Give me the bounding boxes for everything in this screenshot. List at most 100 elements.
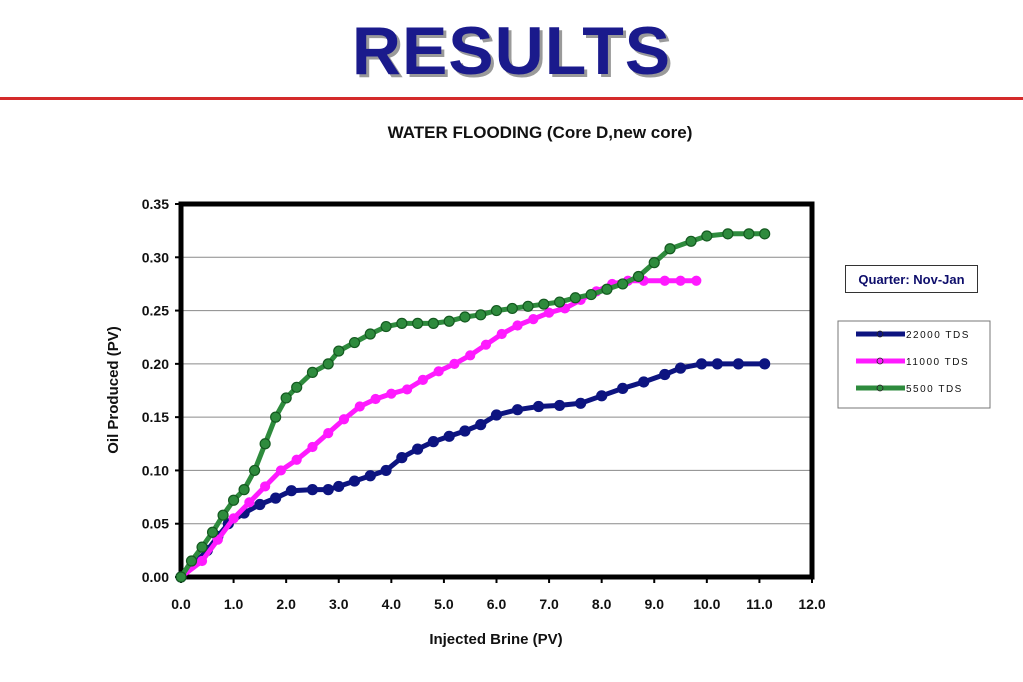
data-point — [711, 358, 723, 370]
data-point — [412, 443, 424, 455]
data-point — [585, 288, 597, 301]
data-point — [675, 275, 686, 286]
data-point — [685, 235, 697, 247]
data-point — [475, 309, 487, 321]
data-point — [490, 409, 503, 421]
data-point — [511, 404, 524, 416]
data-point — [291, 381, 303, 393]
data-point — [254, 498, 266, 511]
data-point — [354, 401, 365, 412]
data-point — [759, 228, 771, 240]
data-point — [475, 419, 487, 431]
data-point — [691, 275, 702, 286]
data-point — [459, 311, 471, 323]
data-point — [596, 390, 608, 402]
plot-frame — [178, 201, 815, 580]
y-tick-label: 0.20 — [142, 356, 169, 372]
y-tick-label: 0.30 — [142, 249, 169, 265]
title-divider — [0, 97, 1023, 100]
x-tick-label: 10.0 — [693, 596, 720, 612]
x-tick-label: 11.0 — [746, 596, 773, 612]
data-point — [364, 328, 376, 340]
data-point — [306, 366, 319, 378]
data-point — [465, 350, 476, 361]
data-point — [348, 336, 361, 349]
data-point — [364, 470, 376, 482]
data-point — [528, 313, 539, 325]
data-point — [433, 366, 444, 377]
slide-title: RESULTS — [351, 13, 672, 89]
data-point — [512, 320, 523, 331]
data-point — [538, 298, 550, 310]
y-tick-label: 0.15 — [142, 409, 169, 425]
data-point — [732, 358, 744, 370]
x-tick-label: 9.0 — [645, 596, 665, 612]
series-2 — [175, 228, 771, 583]
grid-lines — [181, 256, 812, 525]
x-tick-label: 3.0 — [329, 596, 349, 612]
data-point — [743, 228, 755, 240]
data-point — [249, 464, 261, 477]
y-tick-label: 0.35 — [142, 196, 169, 212]
data-point — [638, 376, 650, 388]
data-point — [759, 358, 771, 370]
data-point — [449, 358, 460, 369]
legend-label: 11000 TDS — [906, 357, 969, 368]
data-point — [333, 345, 345, 357]
data-point — [659, 368, 671, 381]
data-point — [648, 257, 660, 269]
data-point — [196, 555, 208, 567]
data-point — [280, 392, 292, 404]
legend-marker — [876, 330, 884, 338]
data-point — [238, 484, 250, 496]
data-point — [553, 399, 566, 412]
legend-label: 22000 TDS — [906, 330, 970, 341]
data-point — [553, 296, 566, 308]
data-point — [270, 411, 282, 423]
x-tick-label: 7.0 — [539, 596, 559, 612]
data-point — [270, 492, 282, 504]
data-point — [617, 382, 629, 394]
data-point — [402, 384, 413, 395]
data-point — [322, 484, 334, 496]
series-line — [178, 231, 765, 579]
data-point — [396, 452, 408, 464]
data-point — [244, 497, 255, 508]
data-point — [323, 428, 334, 439]
data-point — [443, 315, 455, 327]
data-point — [412, 317, 424, 329]
legend: 22000 TDS 11000 TDS 5500 TDS — [856, 330, 970, 395]
y-tick-label: 0.25 — [142, 303, 169, 319]
data-point — [427, 317, 439, 329]
data-point — [575, 397, 587, 409]
data-point — [380, 320, 392, 333]
legend-marker — [876, 384, 884, 392]
data-point — [543, 307, 555, 318]
data-point — [322, 358, 334, 370]
data-point — [260, 481, 271, 492]
x-tick-label: 2.0 — [276, 596, 296, 612]
data-point — [275, 465, 287, 476]
data-point — [664, 243, 676, 255]
data-point — [496, 328, 507, 340]
data-point — [307, 441, 318, 453]
data-point — [532, 400, 545, 413]
data-point — [285, 485, 298, 497]
data-point — [701, 230, 713, 242]
data-point — [417, 374, 428, 385]
data-point — [443, 430, 455, 442]
legend-marker — [876, 357, 884, 365]
data-point — [333, 480, 345, 493]
data-point — [490, 304, 503, 317]
data-point — [522, 300, 534, 312]
data-point — [380, 464, 392, 477]
x-tick-label: 12.0 — [798, 596, 825, 612]
data-point — [459, 425, 471, 437]
data-point — [306, 484, 319, 496]
data-point — [506, 302, 518, 315]
data-point — [695, 358, 708, 370]
data-point — [396, 317, 408, 329]
data-point — [632, 270, 645, 283]
x-tick-label: 8.0 — [592, 596, 612, 612]
data-point — [212, 534, 223, 545]
